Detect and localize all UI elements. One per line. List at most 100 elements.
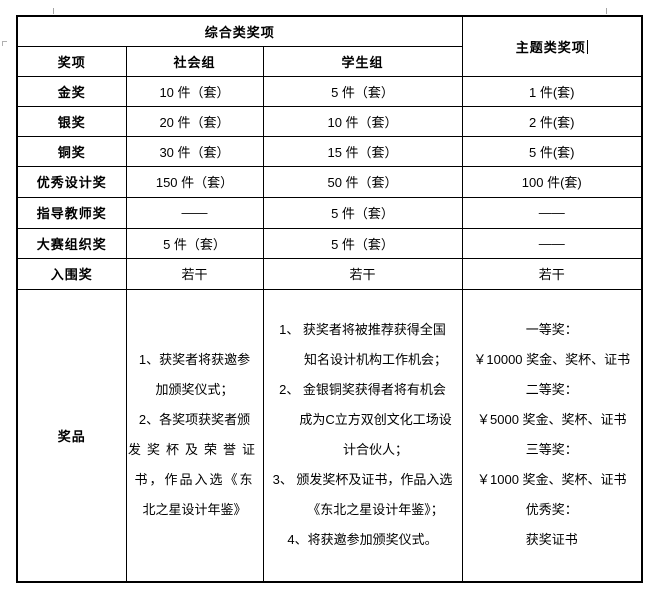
prizes-label-cell[interactable]: 奖品	[16, 288, 127, 583]
prizes-label: 奖品	[57, 428, 86, 444]
social-value: 若干	[181, 267, 208, 282]
theme-value: 5 件(套)	[529, 144, 575, 160]
prize-line: 加颁奖仪式；	[155, 382, 234, 398]
student-value-cell[interactable]: 若干	[262, 257, 463, 290]
prizes-social-cell[interactable]: 1、获奖者将获邀参 加颁奖仪式； 2、各奖项获奖者颁 发奖杯及荣誉证 书，作品入选《东北…	[125, 288, 264, 583]
prize-line: 1、 获奖者将被推荐获得全国	[279, 322, 446, 338]
theme-value-cell[interactable]: ——	[461, 196, 643, 229]
student-value: 10 件（套）	[327, 114, 398, 130]
student-value: 50 件（套）	[327, 175, 398, 190]
prize-line: 发奖杯及荣誉证	[127, 442, 261, 458]
row-label: 入围奖	[50, 267, 93, 282]
header-social-label: 社会组	[173, 54, 216, 70]
prize-line: 二等奖：	[525, 382, 578, 398]
prize-line: ￥1000 奖金、奖杯、证书	[477, 472, 627, 488]
prize-line: 三等奖：	[525, 442, 578, 458]
theme-value: 2 件(套)	[529, 114, 575, 130]
student-value: 若干	[349, 267, 376, 282]
prizes-theme-cell[interactable]: 一等奖： ￥10000 奖金、奖杯、证书 二等奖： ￥5000 奖金、奖杯、证书 三等奖…	[461, 288, 643, 583]
prizes-student-text: 1、 获奖者将被推荐获得全国知名设计机构工作机会； 2、 金银铜奖获得者将有机会成…	[264, 315, 461, 555]
theme-value-cell[interactable]: ——	[461, 227, 643, 259]
social-value-cell[interactable]: 若干	[125, 257, 264, 290]
header-row-1: 综合类奖项 主题类奖项	[16, 15, 643, 77]
prize-line: 计合伙人；	[343, 442, 409, 458]
social-value: 30 件（套）	[159, 144, 230, 160]
student-value-cell[interactable]: 15 件（套）	[262, 135, 463, 167]
header-cell-theme[interactable]: 主题类奖项	[461, 15, 643, 77]
prize-line: 知名设计机构工作机会；	[304, 352, 448, 368]
row-label: 银奖	[57, 114, 86, 130]
student-value: 5 件（套）	[331, 236, 394, 252]
header-row-2: 奖项 社会组 学生组	[16, 45, 642, 77]
social-value: 10 件（套）	[159, 84, 230, 100]
prize-line: 1、获奖者将获邀参	[138, 352, 251, 368]
theme-value: ——	[538, 205, 565, 220]
row-label: 金奖	[57, 84, 86, 100]
prizes-social-text: 1、获奖者将获邀参 加颁奖仪式； 2、各奖项获奖者颁 发奖杯及荣誉证 书，作品入选《东北…	[127, 345, 262, 525]
row-label-cell[interactable]: 金奖	[16, 75, 127, 107]
social-value: 20 件（套）	[159, 114, 230, 130]
prizes-student-cell[interactable]: 1、 获奖者将被推荐获得全国知名设计机构工作机会； 2、 金银铜奖获得者将有机会成…	[262, 288, 463, 583]
table-row-organization: 大赛组织奖 5 件（套） 5 件（套） ——	[16, 227, 643, 259]
table-row-finalist: 入围奖 若干 若干 若干	[16, 257, 643, 290]
social-value-cell[interactable]: 150 件（套）	[125, 165, 264, 198]
theme-value: 100 件(套)	[521, 175, 582, 190]
prizes-theme-text: 一等奖： ￥10000 奖金、奖杯、证书 二等奖： ￥5000 奖金、奖杯、证书 三等奖…	[463, 315, 641, 555]
prize-line: 获奖证书	[525, 532, 578, 548]
row-label-cell[interactable]: 大赛组织奖	[16, 227, 127, 259]
row-label: 优秀设计奖	[36, 175, 107, 190]
theme-value-cell[interactable]: 1 件(套)	[461, 75, 643, 107]
ruler-tick-icon	[53, 8, 54, 14]
header-comprehensive-label: 综合类奖项	[204, 24, 275, 40]
awards-table: 综合类奖项 主题类奖项 奖项 社会组 学生组 金奖 10 件（套） 5 件（套）…	[16, 15, 644, 583]
theme-value-cell[interactable]: 5 件(套)	[461, 135, 643, 167]
table-row-silver: 银奖 20 件（套） 10 件（套） 2 件(套)	[16, 105, 643, 137]
theme-value-cell[interactable]: 若干	[461, 257, 643, 290]
theme-value-cell[interactable]: 100 件(套)	[461, 165, 643, 198]
student-value: 5 件（套）	[331, 206, 394, 221]
table-row-excellent-design: 优秀设计奖 150 件（套） 50 件（套） 100 件(套)	[16, 165, 643, 198]
social-value-cell[interactable]: 30 件（套）	[125, 135, 264, 167]
row-label-cell[interactable]: 铜奖	[16, 135, 127, 167]
row-label-cell[interactable]: 优秀设计奖	[16, 165, 127, 198]
table-row-gold: 金奖 10 件（套） 5 件（套） 1 件(套)	[16, 75, 643, 107]
student-value-cell[interactable]: 5 件（套）	[262, 75, 463, 107]
social-value-cell[interactable]: 5 件（套）	[125, 227, 264, 259]
header-cell-comprehensive[interactable]: 综合类奖项	[16, 15, 463, 47]
student-value-cell[interactable]: 5 件（套）	[262, 196, 463, 229]
ruler-tick-icon	[606, 8, 607, 14]
header-cell-award[interactable]: 奖项	[16, 45, 127, 77]
prize-line: ￥10000 奖金、奖杯、证书	[473, 352, 631, 368]
student-value-cell[interactable]: 5 件（套）	[262, 227, 463, 259]
social-value: 5 件（套）	[163, 236, 226, 252]
row-label: 大赛组织奖	[36, 236, 107, 252]
social-value-cell[interactable]: ——	[125, 196, 264, 229]
row-label-cell[interactable]: 入围奖	[16, 257, 127, 290]
prize-line: 北之星设计年鉴》	[142, 502, 247, 518]
social-value-cell[interactable]: 10 件（套）	[125, 75, 264, 107]
prize-line: 3、 颁发奖杯及证书，作品入选	[272, 472, 453, 488]
table-row-bronze: 铜奖 30 件（套） 15 件（套） 5 件(套)	[16, 135, 643, 167]
social-value: ——	[181, 205, 208, 220]
row-label-cell[interactable]: 指导教师奖	[16, 196, 127, 229]
prize-line: 2、 金银铜奖获得者将有机会	[279, 382, 446, 398]
prize-line: 成为C立方双创文化工场设	[299, 412, 452, 428]
row-label: 指导教师奖	[36, 206, 107, 221]
social-value: 150 件（套）	[155, 175, 234, 190]
table-row-prizes: 奖品 1、获奖者将获邀参 加颁奖仪式； 2、各奖项获奖者颁 发奖杯及荣誉证 书，作品入选…	[16, 288, 643, 583]
student-value-cell[interactable]: 10 件（套）	[262, 105, 463, 137]
social-value-cell[interactable]: 20 件（套）	[125, 105, 264, 137]
row-label-cell[interactable]: 银奖	[16, 105, 127, 137]
prize-line: 4、将获邀参加颁奖仪式。	[287, 532, 438, 548]
header-cell-social-group[interactable]: 社会组	[125, 45, 264, 77]
theme-value-cell[interactable]: 2 件(套)	[461, 105, 643, 137]
table-row-advisor: 指导教师奖 —— 5 件（套） ——	[16, 196, 643, 229]
prize-line: 书，作品入选《东	[134, 472, 255, 488]
text-cursor	[586, 39, 588, 54]
header-cell-student-group[interactable]: 学生组	[262, 45, 463, 77]
prize-line: 一等奖：	[525, 322, 578, 338]
student-value: 5 件（套）	[331, 84, 394, 100]
theme-value: 1 件(套)	[529, 84, 575, 100]
student-value-cell[interactable]: 50 件（套）	[262, 165, 463, 198]
